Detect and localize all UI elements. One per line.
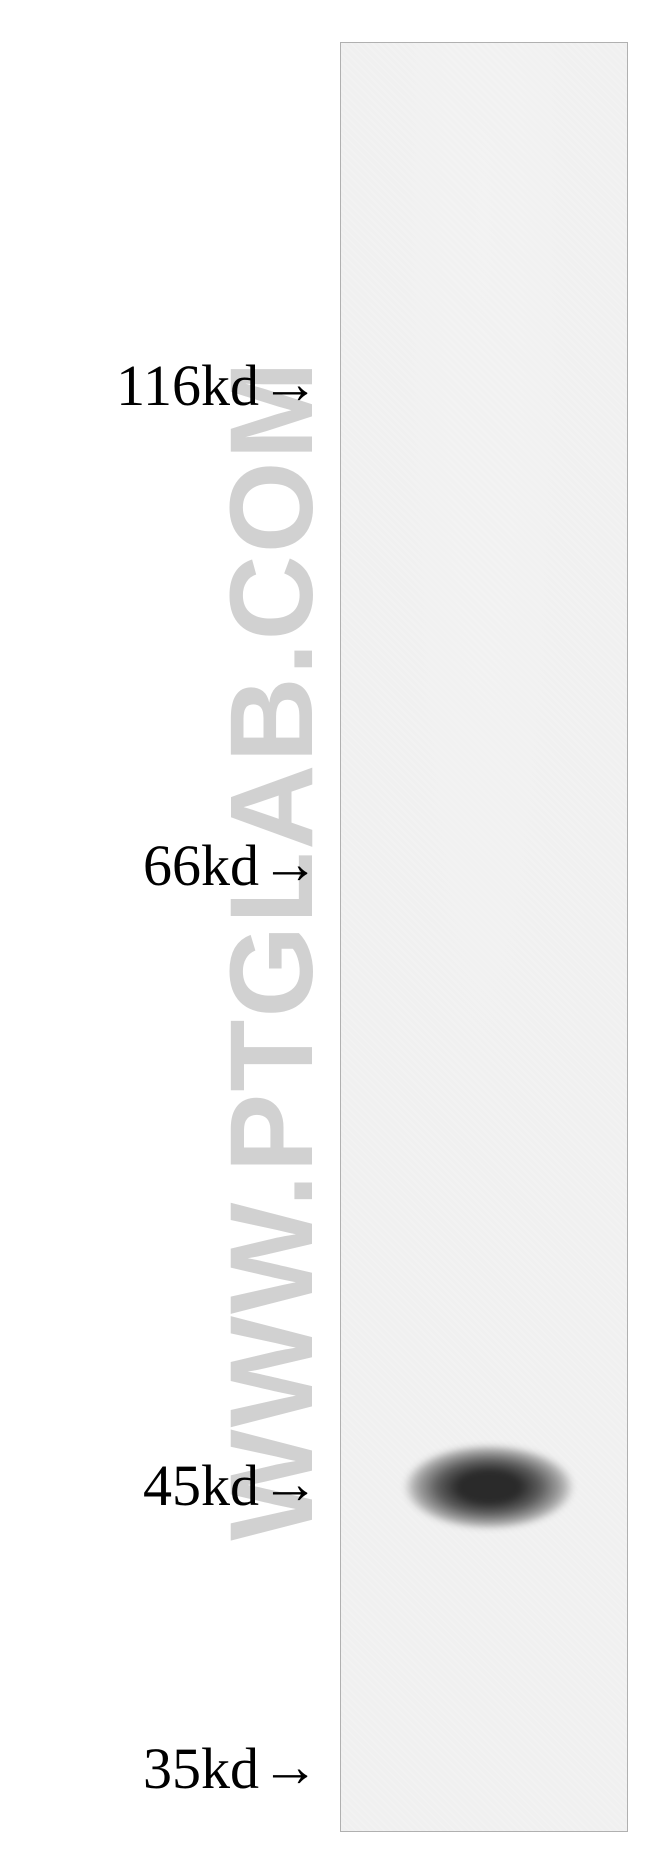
arrow-icon: → xyxy=(261,830,319,897)
arrow-icon: → xyxy=(261,350,319,417)
watermark-text: WWW.PTGLAB.COM xyxy=(213,359,331,1541)
watermark-label: WWW.PTGLAB.COM xyxy=(206,359,338,1541)
mw-marker-116kd: 116kd → xyxy=(116,352,319,419)
blot-container: WWW.PTGLAB.COM 116kd → 66kd → 45kd → 35k… xyxy=(0,0,650,1855)
arrow-icon: → xyxy=(261,1733,319,1800)
mw-marker-35kd: 35kd → xyxy=(143,1735,319,1802)
protein-band xyxy=(403,1444,575,1530)
mw-marker-66kd: 66kd → xyxy=(143,832,319,899)
marker-label: 45kd xyxy=(143,1452,259,1519)
mw-marker-45kd: 45kd → xyxy=(143,1452,319,1519)
blot-lane xyxy=(340,42,628,1832)
marker-label: 35kd xyxy=(143,1735,259,1802)
marker-label: 66kd xyxy=(143,832,259,899)
arrow-icon: → xyxy=(261,1450,319,1517)
marker-label: 116kd xyxy=(116,352,259,419)
